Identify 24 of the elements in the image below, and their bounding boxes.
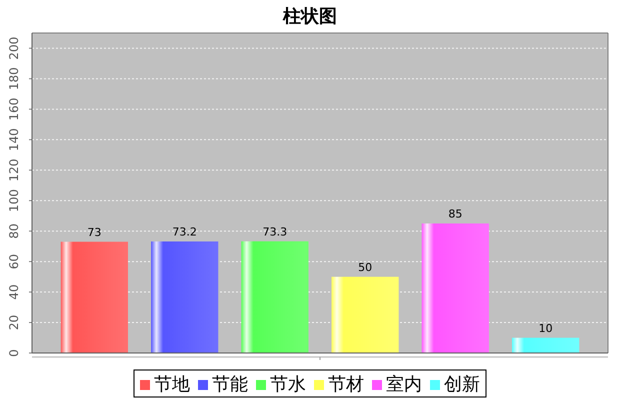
chart-title: 柱状图	[282, 6, 337, 27]
y-tick-label: 80	[7, 223, 21, 239]
data-label: 73.3	[262, 225, 288, 238]
legend-label: 节能	[212, 374, 248, 395]
legend-label: 节材	[328, 374, 364, 395]
legend-label: 节地	[154, 374, 190, 395]
data-label: 50	[358, 260, 372, 274]
y-tick-label: 20	[7, 314, 21, 330]
data-label: 73.2	[172, 225, 197, 238]
y-tick-label: 180	[7, 67, 21, 90]
y-tick-label: 160	[7, 98, 21, 121]
legend-label: 室内	[386, 374, 422, 395]
y-tick-label: 0	[7, 349, 21, 357]
data-label: 10	[538, 322, 553, 335]
y-tick-label: 140	[7, 128, 21, 152]
y-tick-label: 200	[7, 36, 21, 60]
y-tick-label: 120	[7, 158, 21, 182]
y-tick-label: 60	[7, 254, 21, 270]
legend-label: 创新	[444, 374, 480, 395]
y-tick-label: 100	[7, 189, 21, 212]
data-label: 73	[87, 226, 102, 239]
data-label: 85	[448, 207, 462, 220]
y-tick-label: 40	[7, 284, 21, 300]
legend-label: 节水	[270, 374, 306, 395]
